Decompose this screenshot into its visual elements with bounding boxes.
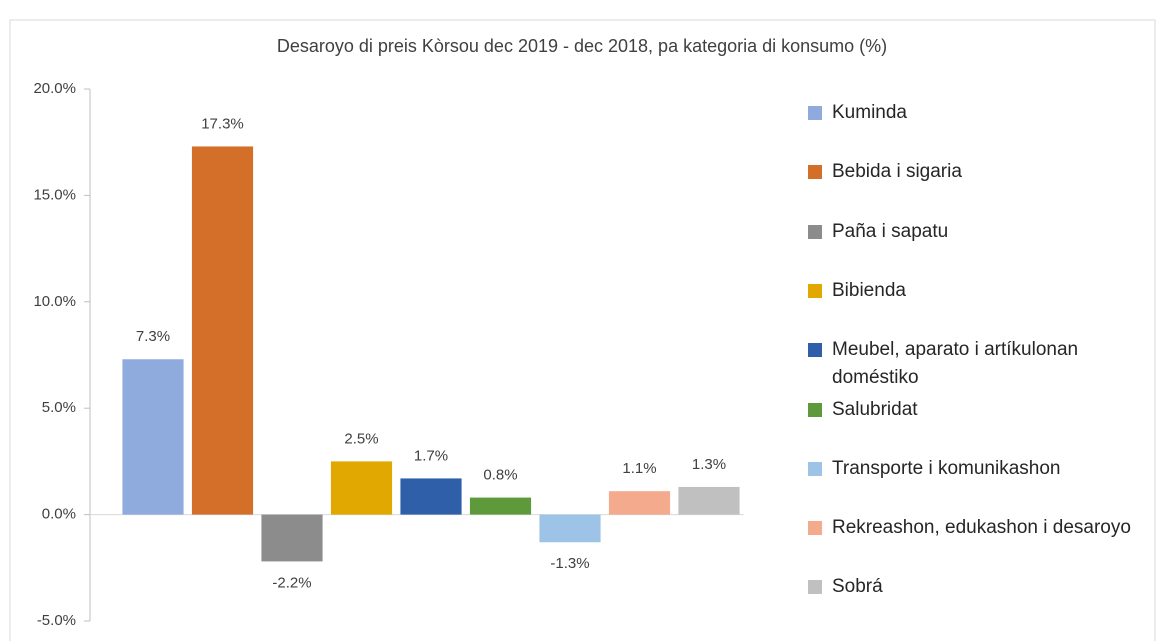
legend-label: Kuminda xyxy=(832,102,907,123)
legend-item: Meubel, aparato i artíkulonan doméstiko xyxy=(808,336,1153,392)
y-tick-label: -5.0% xyxy=(37,612,76,629)
data-label: -1.3% xyxy=(550,555,589,572)
legend-item: Bebida i sigaria xyxy=(808,158,1153,186)
legend-item: Bibienda xyxy=(808,277,1153,305)
legend-label: Paña i sapatu xyxy=(832,220,949,242)
legend-label: Meubel, aparato i artíkulonan doméstiko xyxy=(832,339,1079,389)
legend-swatch xyxy=(808,106,822,120)
legend-item: Salubridat xyxy=(808,396,1153,424)
data-label: 1.3% xyxy=(692,456,726,473)
bar xyxy=(261,514,323,562)
legend-label: Bebida i sigaria xyxy=(832,161,962,183)
bar xyxy=(608,491,671,515)
legend-item: Rekreashon, edukashon i desaroyo xyxy=(808,514,1153,542)
bar xyxy=(400,478,462,515)
bar xyxy=(122,359,184,515)
bar xyxy=(191,146,254,515)
data-label: 1.7% xyxy=(414,447,448,464)
legend-label: Sobrá xyxy=(832,576,883,598)
data-label: 0.8% xyxy=(483,467,517,484)
legend-swatch xyxy=(808,461,822,476)
y-tick-label: 15.0% xyxy=(33,186,76,203)
data-label: 7.3% xyxy=(136,328,170,345)
bar xyxy=(469,497,532,515)
y-tick-label: 20.0% xyxy=(33,80,76,97)
y-tick-label: 5.0% xyxy=(42,399,76,416)
data-label: -2.2% xyxy=(272,574,311,591)
legend-swatch xyxy=(808,343,822,358)
legend-swatch xyxy=(808,580,822,595)
legend-item: Sobrá xyxy=(808,573,1153,601)
data-label: 2.5% xyxy=(344,430,378,447)
legend-label: Bibienda xyxy=(832,279,906,301)
legend-item: Paña i sapatu xyxy=(808,218,1153,246)
bar xyxy=(330,461,393,515)
legend-swatch xyxy=(808,224,822,239)
legend-label: Rekreashon, edukashon i desaroyo xyxy=(832,517,1131,539)
legend-label: Salubridat xyxy=(832,398,918,420)
legend-swatch xyxy=(808,283,822,298)
legend-swatch xyxy=(808,165,822,180)
y-tick-label: 0.0% xyxy=(42,506,76,523)
legend-swatch xyxy=(808,402,822,417)
legend-label: Transporte i komunikashon xyxy=(832,457,1061,479)
bar xyxy=(539,514,601,543)
data-label: 17.3% xyxy=(201,115,244,132)
legend-item: Transporte i komunikashon xyxy=(808,455,1153,483)
chart-title: Desaroyo di preis Kòrsou dec 2019 - dec … xyxy=(277,36,887,56)
bar xyxy=(678,486,740,515)
legend-item: Kuminda xyxy=(808,99,1153,127)
data-label: 1.1% xyxy=(622,460,656,477)
y-tick-label: 10.0% xyxy=(33,293,76,310)
legend-swatch xyxy=(808,521,822,536)
